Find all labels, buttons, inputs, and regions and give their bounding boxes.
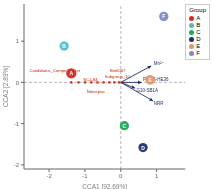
html-text:Group: Group xyxy=(189,7,206,13)
svg-text:1: 1 xyxy=(16,38,20,44)
html-text:C: C xyxy=(196,29,201,35)
html-text:D: D xyxy=(196,36,201,42)
svg-text:NRR: NRR xyxy=(154,101,164,106)
html-text:F: F xyxy=(196,50,200,56)
svg-text:PHOS-HE36: PHOS-HE36 xyxy=(143,77,169,82)
svg-text:-1: -1 xyxy=(82,173,88,179)
svg-text:Nitrospira: Nitrospira xyxy=(87,89,106,94)
svg-text:B: B xyxy=(62,43,66,49)
svg-text:Bin6067: Bin6067 xyxy=(110,68,126,73)
svg-text:A: A xyxy=(70,70,74,76)
svg-text:-2: -2 xyxy=(46,173,52,179)
svg-text:-2: -2 xyxy=(14,162,20,168)
svg-text:1: 1 xyxy=(155,173,159,179)
html-text:E: E xyxy=(196,43,201,49)
svg-text:G10-SB1A: G10-SB1A xyxy=(137,88,159,93)
svg-text:Subgroup_10: Subgroup_10 xyxy=(105,74,131,79)
svg-text:Mn²⁺: Mn²⁺ xyxy=(154,61,164,66)
svg-text:F: F xyxy=(162,13,165,19)
svg-text:Candidatus_Competibacter: Candidatus_Competibacter xyxy=(29,67,81,73)
html-text:B: B xyxy=(196,22,201,28)
svg-text:SC-I-84: SC-I-84 xyxy=(83,77,98,82)
svg-text:C: C xyxy=(123,123,127,129)
svg-text:E: E xyxy=(149,77,153,83)
svg-text:-1: -1 xyxy=(14,121,20,127)
svg-text:0: 0 xyxy=(119,173,123,179)
svg-text:CCA1 [92.69%]: CCA1 [92.69%] xyxy=(82,183,127,189)
html-text:A: A xyxy=(196,15,201,21)
svg-text:D: D xyxy=(141,145,145,151)
svg-text:CCA2 [2.89%]: CCA2 [2.89%] xyxy=(8,66,10,107)
svg-text:0: 0 xyxy=(16,80,20,86)
